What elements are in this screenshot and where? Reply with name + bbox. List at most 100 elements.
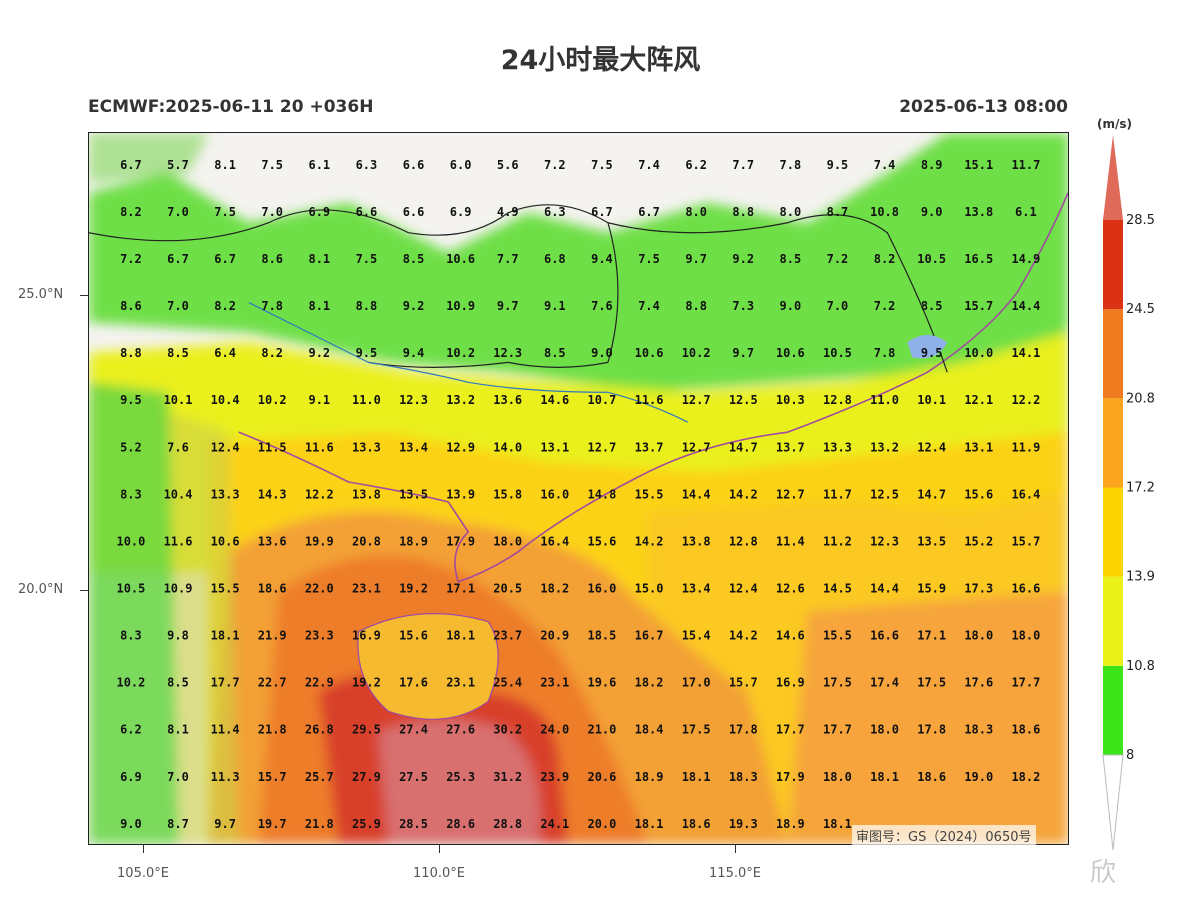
grid-value: 17.7 (776, 723, 805, 737)
grid-value: 7.0 (827, 299, 849, 313)
grid-value: 8.1 (309, 299, 331, 313)
grid-value: 12.3 (399, 393, 428, 407)
grid-value: 9.2 (403, 299, 425, 313)
grid-value: 18.9 (399, 534, 428, 548)
grid-value: 20.0 (588, 817, 617, 831)
grid-value: 13.2 (446, 393, 475, 407)
grid-value: 18.1 (870, 770, 899, 784)
grid-value: 7.2 (827, 252, 849, 266)
grid-value: 15.2 (964, 534, 993, 548)
grid-value: 29.5 (352, 723, 381, 737)
grid-value: 14.8 (588, 487, 617, 501)
grid-value: 15.6 (964, 487, 993, 501)
grid-value: 11.6 (635, 393, 664, 407)
grid-value: 16.4 (1011, 487, 1040, 501)
grid-value: 27.4 (399, 723, 428, 737)
grid-value: 18.3 (729, 770, 758, 784)
grid-value: 10.5 (917, 252, 946, 266)
grid-value: 8.3 (120, 629, 142, 643)
grid-value: 13.8 (352, 487, 381, 501)
grid-value: 14.2 (635, 534, 664, 548)
grid-value: 7.3 (732, 299, 754, 313)
grid-value: 8.2 (214, 299, 236, 313)
grid-value: 14.9 (1011, 252, 1040, 266)
colorbar-min-triangle (1102, 754, 1124, 851)
grid-value: 12.5 (729, 393, 758, 407)
colorbar-level-label: 13.9 (1126, 570, 1155, 585)
grid-value: 18.4 (635, 723, 664, 737)
grid-value: 4.9 (497, 205, 519, 219)
grid-value: 7.5 (591, 158, 613, 172)
grid-value: 10.6 (211, 534, 240, 548)
grid-value: 9.5 (827, 158, 849, 172)
grid-value: 7.0 (167, 299, 189, 313)
grid-value: 7.7 (497, 252, 519, 266)
grid-value: 9.5 (356, 346, 378, 360)
grid-value: 15.7 (964, 299, 993, 313)
grid-value: 15.7 (729, 676, 758, 690)
colorbar-level-label: 17.2 (1126, 481, 1155, 496)
grid-value: 22.7 (258, 676, 287, 690)
map-approval-number: 审图号：GS（2024）0650号 (852, 825, 1036, 846)
colorbar-max-triangle (1103, 135, 1123, 220)
grid-value: 10.5 (823, 346, 852, 360)
grid-value: 13.8 (964, 205, 993, 219)
grid-value: 9.0 (780, 299, 802, 313)
grid-value: 8.5 (780, 252, 802, 266)
hainan-island (357, 613, 499, 720)
grid-value: 5.6 (497, 158, 519, 172)
grid-value: 17.7 (1011, 676, 1040, 690)
grid-value: 10.0 (116, 534, 145, 548)
grid-value: 23.1 (540, 676, 569, 690)
grid-value: 20.9 (540, 629, 569, 643)
grid-value: 12.3 (870, 534, 899, 548)
lat-label: 20.0°N (18, 582, 64, 597)
grid-value: 23.1 (446, 676, 475, 690)
grid-value: 10.9 (446, 299, 475, 313)
grid-value: 16.9 (352, 629, 381, 643)
grid-value: 7.4 (638, 299, 660, 313)
grid-value: 23.7 (493, 629, 522, 643)
grid-value: 18.0 (870, 723, 899, 737)
grid-value: 21.0 (588, 723, 617, 737)
grid-value: 10.6 (635, 346, 664, 360)
grid-value: 7.7 (732, 158, 754, 172)
grid-value: 9.7 (685, 252, 707, 266)
grid-value: 8.5 (403, 252, 425, 266)
grid-value: 14.5 (823, 582, 852, 596)
grid-value: 14.3 (258, 487, 287, 501)
lat-tick (80, 590, 88, 591)
grid-value: 26.8 (305, 723, 334, 737)
map-title: 24小时最大阵风 (500, 45, 701, 76)
grid-value: 13.3 (211, 487, 240, 501)
grid-value: 7.5 (356, 252, 378, 266)
grid-value: 22.0 (305, 582, 334, 596)
grid-value: 18.1 (635, 817, 664, 831)
lat-tick (80, 295, 88, 296)
grid-value: 18.6 (917, 770, 946, 784)
grid-value: 10.2 (258, 393, 287, 407)
grid-value: 9.0 (921, 205, 943, 219)
grid-value: 8.8 (120, 346, 142, 360)
grid-value: 13.7 (635, 440, 664, 454)
grid-value: 8.1 (309, 252, 331, 266)
valid-time-label: 2025-06-13 08:00 (899, 97, 1068, 117)
grid-value: 7.5 (261, 158, 283, 172)
grid-value: 12.7 (588, 440, 617, 454)
grid-value: 7.8 (780, 158, 802, 172)
grid-value: 10.2 (682, 346, 711, 360)
grid-value: 24.1 (540, 817, 569, 831)
grid-value: 6.7 (591, 205, 613, 219)
grid-value: 12.2 (1011, 393, 1040, 407)
lon-label: 115.0°E (709, 866, 761, 881)
grid-value: 9.5 (120, 393, 142, 407)
grid-value: 7.0 (167, 205, 189, 219)
grid-value: 6.9 (309, 205, 331, 219)
grid-value: 15.8 (493, 487, 522, 501)
grid-value: 12.7 (776, 487, 805, 501)
colorbar-segment (1103, 665, 1123, 755)
grid-value: 6.7 (638, 205, 660, 219)
grid-value: 9.7 (497, 299, 519, 313)
grid-value: 28.5 (399, 817, 428, 831)
grid-value: 13.5 (399, 487, 428, 501)
